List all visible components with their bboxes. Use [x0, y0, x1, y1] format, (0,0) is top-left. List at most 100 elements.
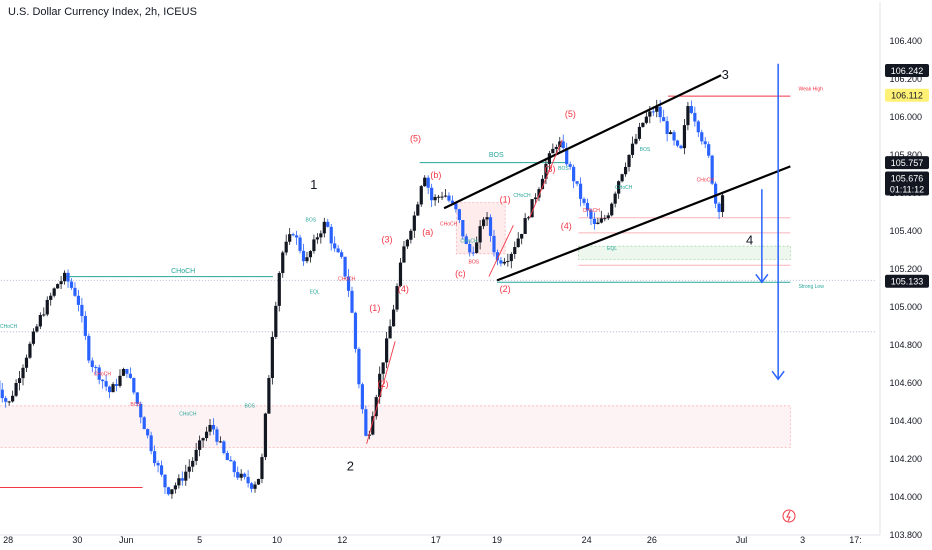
y-tick-label: 104.000 [889, 492, 922, 502]
price-label-text: 106.242 [891, 66, 924, 76]
candle-body [589, 210, 593, 219]
candle-body [675, 140, 680, 146]
axes-layer: 106.400106.200106.000105.800105.600105.4… [3, 36, 929, 545]
candle-body [443, 195, 448, 197]
candle-body [582, 198, 586, 203]
price-label-box [885, 64, 929, 78]
candle-body [191, 460, 195, 467]
arrow-head [755, 273, 769, 284]
wave-label: (4) [561, 221, 572, 231]
candle-body [229, 460, 233, 462]
candle-body [274, 305, 278, 337]
candle-body [720, 195, 725, 212]
candle-body [121, 368, 126, 376]
x-tick-label: 17 [431, 535, 441, 545]
price-label-box [885, 274, 929, 288]
candle-body [49, 295, 53, 300]
candle-body [17, 378, 22, 383]
candle-body [457, 209, 461, 221]
structure-label: BOS [469, 259, 480, 265]
candle-body [533, 197, 538, 200]
candle-body [204, 431, 209, 439]
candle-body [312, 239, 316, 252]
candle-body [146, 429, 150, 436]
candle-body [516, 238, 520, 248]
price-layer [0, 99, 725, 499]
candle-body [263, 413, 268, 458]
candle-body [440, 196, 444, 198]
candle-body [637, 126, 642, 139]
structure-label: Strong Low [799, 284, 825, 290]
candle-body [603, 218, 607, 220]
y-tick-label: 105.000 [889, 302, 922, 312]
wave-label: (5) [565, 109, 576, 119]
candle-body [381, 362, 385, 374]
candle-body [592, 218, 597, 224]
candle-body [679, 145, 683, 149]
structure-label: BOS [558, 166, 569, 172]
candle-body [554, 147, 558, 149]
candle-body [700, 132, 704, 142]
candle-body [187, 466, 191, 472]
candle-body [364, 409, 368, 436]
candle-body [568, 164, 572, 167]
candle-body [56, 284, 60, 289]
candle-body [59, 281, 63, 285]
candle-body [492, 235, 496, 253]
candle-body [38, 315, 42, 327]
candle-body [644, 116, 648, 123]
candle-body [641, 122, 645, 127]
candle-body [281, 252, 285, 273]
levels-layer [0, 95, 876, 488]
candle-body [149, 435, 153, 452]
candle-body [461, 220, 465, 237]
wave-label: (b) [430, 170, 441, 180]
candle-body [184, 471, 188, 481]
candle-body [211, 424, 216, 430]
chart-title: U.S. Dollar Currency Index, 2h, ICEUS [8, 6, 197, 18]
candle-body [412, 215, 416, 231]
candle-body [620, 174, 624, 182]
candle-body [76, 295, 81, 305]
candle-body [540, 178, 545, 190]
candle-body [447, 195, 451, 201]
candle-body [80, 304, 84, 317]
candle-body [430, 187, 434, 201]
candle-body [42, 314, 46, 316]
candle-body [578, 183, 583, 199]
candle-body [180, 478, 184, 481]
candle-body [21, 367, 25, 379]
candle-body [485, 217, 489, 220]
candle-body [319, 233, 323, 238]
candle-body [398, 262, 403, 287]
candle-body [468, 244, 472, 253]
price-label-text: 105.757 [891, 158, 924, 168]
candle-body [623, 166, 628, 175]
candle-body [617, 181, 621, 194]
candle-body [118, 375, 122, 386]
candle-body [682, 125, 687, 149]
candle-body [45, 299, 49, 315]
wave-label: (3) [545, 164, 556, 174]
y-tick-label: 106.400 [889, 36, 922, 46]
candle-body [97, 367, 101, 380]
candle-body [499, 260, 503, 264]
candle-body [385, 338, 389, 363]
candle-body [343, 256, 347, 277]
price-label-box [885, 88, 929, 102]
y-tick-label: 104.800 [889, 340, 922, 350]
candle-body [530, 199, 534, 218]
candle-body [481, 219, 486, 227]
candle-body [232, 461, 236, 473]
candle-body [696, 121, 700, 133]
y-tick-label: 106.200 [889, 74, 922, 84]
structure-label: CHoCH [697, 178, 715, 184]
candle-body [502, 261, 506, 264]
structure-label: BOS [640, 147, 651, 153]
structure-label: EQL [310, 290, 320, 296]
candle-body [710, 155, 714, 184]
candle-body [194, 449, 198, 461]
candle-body [270, 336, 274, 379]
candle-body [506, 261, 510, 263]
